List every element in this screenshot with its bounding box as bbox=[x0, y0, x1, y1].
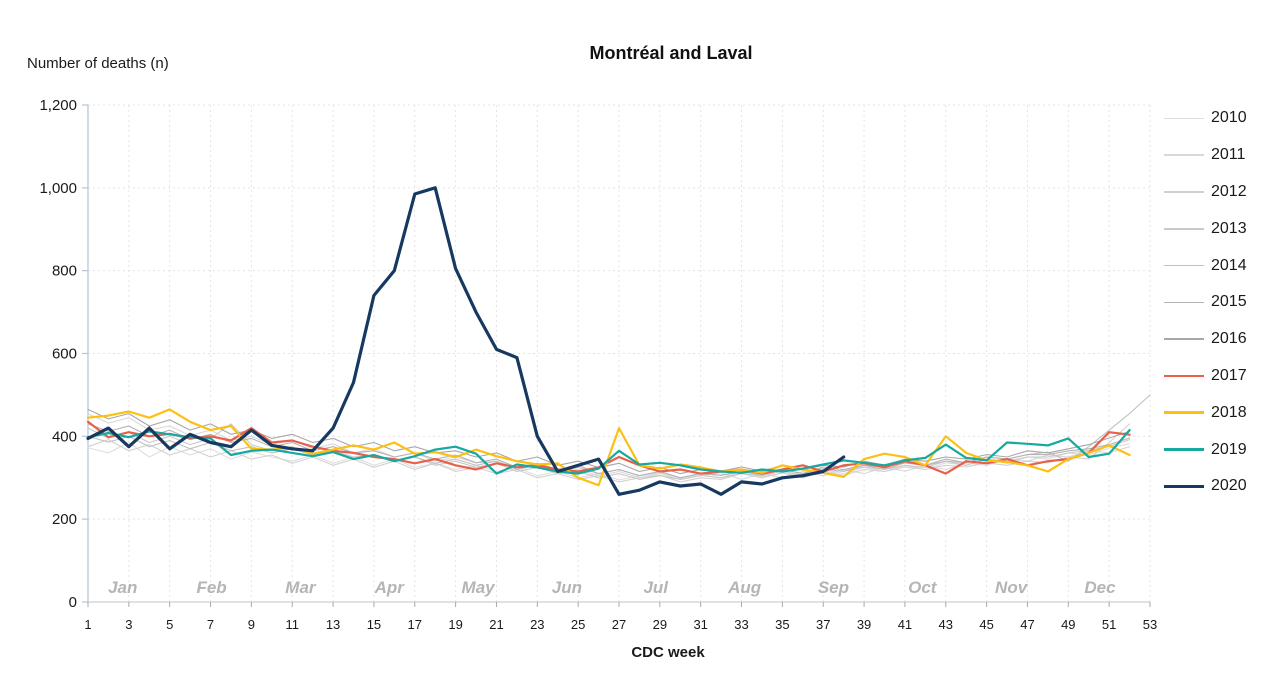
x-tick-label: 51 bbox=[1102, 617, 1116, 632]
x-tick-label: 43 bbox=[939, 617, 953, 632]
legend-swatch-2017 bbox=[1164, 374, 1204, 378]
legend-label-2017: 2017 bbox=[1211, 366, 1247, 384]
series-line-2019 bbox=[86, 429, 1131, 475]
legend-swatch-2014 bbox=[1164, 264, 1204, 267]
x-tick-label: 29 bbox=[653, 617, 667, 632]
chart-title: Montréal and Laval bbox=[589, 43, 753, 63]
legend-item-2012: 2012 bbox=[1164, 174, 1247, 211]
x-tick-label: 53 bbox=[1143, 617, 1157, 632]
legend-item-2016: 2016 bbox=[1164, 321, 1247, 358]
x-tick-label: 33 bbox=[734, 617, 748, 632]
month-label: Mar bbox=[285, 578, 317, 597]
y-tick-label: 800 bbox=[52, 263, 77, 280]
legend-label-2016: 2016 bbox=[1211, 330, 1247, 348]
x-tick-label: 47 bbox=[1020, 617, 1034, 632]
series-line-2011 bbox=[87, 413, 1131, 480]
legend-swatch-2016 bbox=[1164, 338, 1204, 340]
month-label: May bbox=[462, 578, 497, 597]
legend-swatch-2012 bbox=[1164, 191, 1204, 193]
x-tick-label: 21 bbox=[489, 617, 503, 632]
x-tick-label: 41 bbox=[898, 617, 912, 632]
x-tick-label: 19 bbox=[448, 617, 462, 632]
y-tick-label: 600 bbox=[52, 346, 77, 363]
legend-item-2020: 2020 bbox=[1164, 468, 1247, 505]
legend-label-2014: 2014 bbox=[1211, 256, 1247, 274]
legend-label-2015: 2015 bbox=[1211, 293, 1247, 311]
legend-label-2013: 2013 bbox=[1211, 219, 1247, 237]
x-tick-label: 5 bbox=[166, 617, 173, 632]
month-label: Apr bbox=[374, 578, 406, 597]
x-tick-label: 17 bbox=[408, 617, 422, 632]
legend-item-2013: 2013 bbox=[1164, 210, 1247, 247]
legend-swatch-2019 bbox=[1164, 448, 1204, 451]
legend-swatch-2013 bbox=[1164, 228, 1204, 230]
y-tick-label: 1,000 bbox=[39, 180, 77, 197]
month-label: Nov bbox=[995, 578, 1029, 597]
legend-item-2019: 2019 bbox=[1164, 431, 1247, 468]
legend-item-2018: 2018 bbox=[1164, 394, 1247, 431]
legend: 2010 2011 2012 2013 2014 2015 2016 2017 2018 2019… bbox=[1164, 100, 1247, 505]
legend-swatch-2018 bbox=[1164, 411, 1204, 415]
x-tick-label: 9 bbox=[248, 617, 255, 632]
series-line-2017 bbox=[86, 420, 1131, 475]
legend-swatch-2010 bbox=[1164, 117, 1204, 120]
y-tick-label: 0 bbox=[69, 594, 77, 611]
month-label: Jan bbox=[108, 578, 137, 597]
x-tick-label: 37 bbox=[816, 617, 830, 632]
x-tick-label: 15 bbox=[367, 617, 381, 632]
legend-item-2015: 2015 bbox=[1164, 284, 1247, 321]
legend-item-2010: 2010 bbox=[1164, 100, 1247, 137]
x-tick-label: 49 bbox=[1061, 617, 1075, 632]
series-line-2020 bbox=[86, 186, 846, 496]
legend-label-2010: 2010 bbox=[1211, 109, 1247, 127]
legend-item-2011: 2011 bbox=[1164, 137, 1247, 174]
month-label: Aug bbox=[727, 578, 762, 597]
month-label: Dec bbox=[1084, 578, 1116, 597]
x-tick-label: 13 bbox=[326, 617, 340, 632]
x-axis-title: CDC week bbox=[631, 644, 705, 661]
x-tick-label: 45 bbox=[979, 617, 993, 632]
x-tick-label: 31 bbox=[693, 617, 707, 632]
x-tick-label: 7 bbox=[207, 617, 214, 632]
month-label: Feb bbox=[196, 578, 226, 597]
x-tick-label: 11 bbox=[285, 617, 299, 632]
y-axis-title: Number of deaths (n) bbox=[27, 55, 169, 72]
x-tick-label: 25 bbox=[571, 617, 585, 632]
x-tick-label: 35 bbox=[775, 617, 789, 632]
legend-item-2017: 2017 bbox=[1164, 358, 1247, 395]
y-tick-label: 200 bbox=[52, 511, 77, 528]
month-label: Jun bbox=[552, 578, 582, 597]
legend-item-2014: 2014 bbox=[1164, 247, 1247, 284]
x-tick-label: 39 bbox=[857, 617, 871, 632]
legend-label-2018: 2018 bbox=[1211, 403, 1247, 421]
month-label: Jul bbox=[643, 578, 669, 597]
legend-swatch-2011 bbox=[1164, 154, 1204, 156]
legend-label-2011: 2011 bbox=[1211, 146, 1246, 164]
y-tick-label: 400 bbox=[52, 428, 77, 445]
x-tick-label: 3 bbox=[125, 617, 132, 632]
y-tick-label: 1,200 bbox=[39, 97, 77, 114]
series-line-2015 bbox=[87, 423, 1131, 479]
legend-label-2020: 2020 bbox=[1211, 477, 1247, 495]
x-tick-label: 1 bbox=[84, 617, 91, 632]
legend-swatch-2020 bbox=[1164, 484, 1204, 489]
legend-label-2019: 2019 bbox=[1211, 440, 1247, 458]
x-tick-label: 23 bbox=[530, 617, 544, 632]
month-label: Sep bbox=[818, 578, 849, 597]
legend-label-2012: 2012 bbox=[1211, 182, 1247, 200]
legend-swatch-2015 bbox=[1164, 301, 1204, 304]
x-tick-label: 27 bbox=[612, 617, 626, 632]
month-label: Oct bbox=[908, 578, 938, 597]
